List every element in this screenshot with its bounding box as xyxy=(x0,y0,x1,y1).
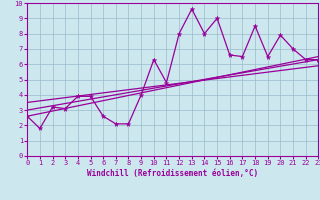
X-axis label: Windchill (Refroidissement éolien,°C): Windchill (Refroidissement éolien,°C) xyxy=(87,169,258,178)
